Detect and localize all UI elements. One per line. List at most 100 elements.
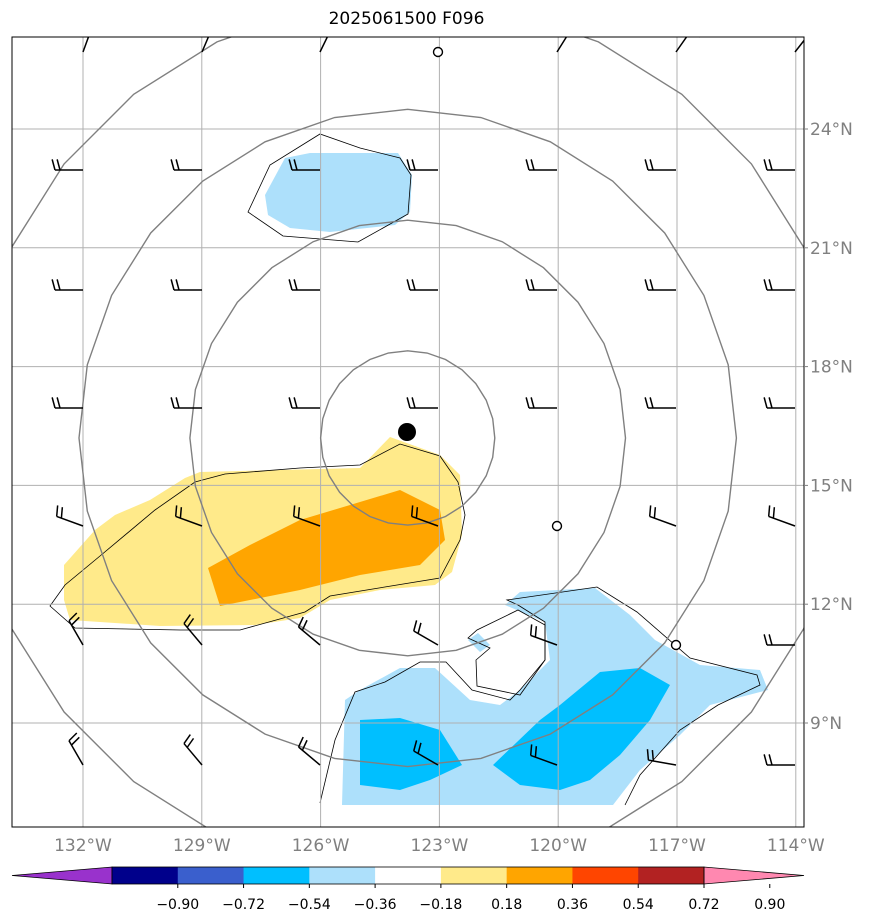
wind-barb bbox=[525, 279, 557, 291]
positive-region-mid bbox=[208, 490, 445, 606]
wind-barb bbox=[763, 397, 795, 409]
lat-tick-label: 12°N bbox=[810, 595, 853, 615]
colorbar-bin bbox=[375, 867, 442, 884]
wind-barb bbox=[413, 740, 439, 766]
wind-barb bbox=[51, 159, 83, 171]
wind-barb bbox=[288, 397, 320, 409]
colorbar-bin bbox=[440, 867, 508, 884]
colorbar-tick-label: 0.90 bbox=[754, 897, 785, 913]
range-ring bbox=[189, 219, 627, 657]
wind-barb bbox=[556, 37, 568, 53]
chart-title: 2025061500 F096 bbox=[328, 9, 485, 29]
wind-barb bbox=[794, 39, 804, 53]
colorbar-tick-label: −0.72 bbox=[222, 897, 265, 913]
lon-tick-label: 129°W bbox=[173, 836, 231, 856]
lon-tick-label: 126°W bbox=[292, 836, 350, 856]
wind-barb bbox=[288, 279, 320, 291]
colorbar-bin bbox=[309, 867, 376, 884]
colorbar-tick-label: 0.54 bbox=[623, 897, 654, 913]
negative-region-strong-east bbox=[493, 668, 670, 790]
lat-tick-label: 9°N bbox=[810, 714, 842, 734]
lon-tick-label: 123°W bbox=[411, 836, 469, 856]
colorbar-tick-label: 0.72 bbox=[688, 897, 719, 913]
wind-barb bbox=[763, 159, 795, 171]
wind-barb bbox=[201, 37, 210, 53]
wind-barb bbox=[413, 620, 439, 646]
lon-tick-label: 132°W bbox=[54, 836, 112, 856]
graticule bbox=[12, 37, 804, 827]
longitude-ticks: 132°W 129°W 126°W 123°W 120°W 117°W 114°W bbox=[54, 836, 825, 856]
range-ring bbox=[78, 108, 738, 768]
wind-barb bbox=[406, 279, 438, 291]
negative-region-north bbox=[265, 153, 412, 232]
colorbar-outline bbox=[111, 866, 705, 885]
colorbar-bin bbox=[572, 867, 639, 884]
colorbar-tick-label: 0.18 bbox=[491, 897, 522, 913]
calm-marker bbox=[432, 46, 444, 58]
colorbar-bin bbox=[177, 867, 245, 884]
range-ring bbox=[12, 37, 804, 827]
wind-barb bbox=[51, 279, 83, 291]
wind-barb bbox=[68, 732, 84, 766]
lon-tick-label: 120°W bbox=[529, 836, 587, 856]
wind-barb bbox=[646, 749, 677, 766]
lat-tick-label: 15°N bbox=[810, 476, 853, 496]
wind-barb bbox=[297, 736, 321, 766]
wind-barb bbox=[525, 159, 557, 171]
wind-barb bbox=[644, 397, 676, 409]
lat-tick-label: 24°N bbox=[810, 120, 853, 140]
map-frame bbox=[11, 36, 805, 828]
wind-barb bbox=[406, 159, 438, 171]
wind-barb bbox=[675, 37, 700, 53]
wind-barb bbox=[410, 505, 439, 527]
wind-barb bbox=[529, 624, 558, 646]
colorbar-extend-high bbox=[703, 866, 805, 885]
contour-lines bbox=[49, 133, 761, 806]
wind-barbs bbox=[51, 37, 804, 766]
wind-barb bbox=[644, 159, 676, 171]
wind-barb bbox=[319, 37, 329, 53]
range-rings bbox=[12, 37, 804, 827]
shaded-fields bbox=[64, 153, 768, 805]
colorbar-tick-label: 0.36 bbox=[557, 897, 588, 913]
map-axes bbox=[11, 36, 805, 828]
wind-barb bbox=[183, 614, 203, 646]
wind-barb bbox=[55, 505, 84, 527]
wind-barb bbox=[297, 616, 321, 646]
wind-barb bbox=[767, 505, 796, 527]
colorbar-tick-label: −0.18 bbox=[419, 897, 462, 913]
colorbar-bin bbox=[243, 867, 310, 884]
wind-barb bbox=[763, 754, 795, 766]
colorbar-extend-low bbox=[11, 866, 113, 885]
colorbar-bin bbox=[506, 867, 573, 884]
contour-south bbox=[319, 586, 761, 806]
wind-barb bbox=[648, 505, 677, 527]
wind-barb bbox=[170, 279, 202, 291]
calm-marker bbox=[551, 520, 563, 532]
colorbar-bin bbox=[112, 867, 179, 884]
colorbar: −0.90 −0.72 −0.54 −0.36 −0.18 0.18 0.36 0.54 0.7… bbox=[11, 866, 805, 913]
wind-barb bbox=[644, 279, 676, 291]
wind-barb bbox=[763, 634, 795, 646]
wind-barb bbox=[174, 505, 203, 527]
wind-barb bbox=[51, 397, 83, 409]
wind-barb bbox=[170, 159, 202, 171]
latitude-ticks: 24°N 21°N 18°N 15°N 12°N 9°N bbox=[804, 120, 853, 734]
colorbar-tick-label: −0.90 bbox=[156, 897, 199, 913]
wind-barb bbox=[170, 397, 202, 409]
colorbar-tick-label: −0.54 bbox=[288, 897, 331, 913]
positive-region-light bbox=[64, 437, 462, 626]
wind-barb bbox=[763, 279, 795, 291]
wind-barb bbox=[406, 397, 438, 409]
calm-marker bbox=[670, 639, 682, 651]
wind-barb bbox=[183, 734, 203, 766]
wind-barb bbox=[292, 505, 321, 527]
wind-barb bbox=[525, 397, 557, 409]
negative-region-strong-west bbox=[360, 718, 462, 790]
wind-barb bbox=[529, 744, 558, 766]
lon-tick-label: 114°W bbox=[767, 836, 825, 856]
contour-center bbox=[49, 443, 466, 631]
range-ring bbox=[319, 350, 496, 526]
lat-tick-label: 21°N bbox=[810, 239, 853, 259]
